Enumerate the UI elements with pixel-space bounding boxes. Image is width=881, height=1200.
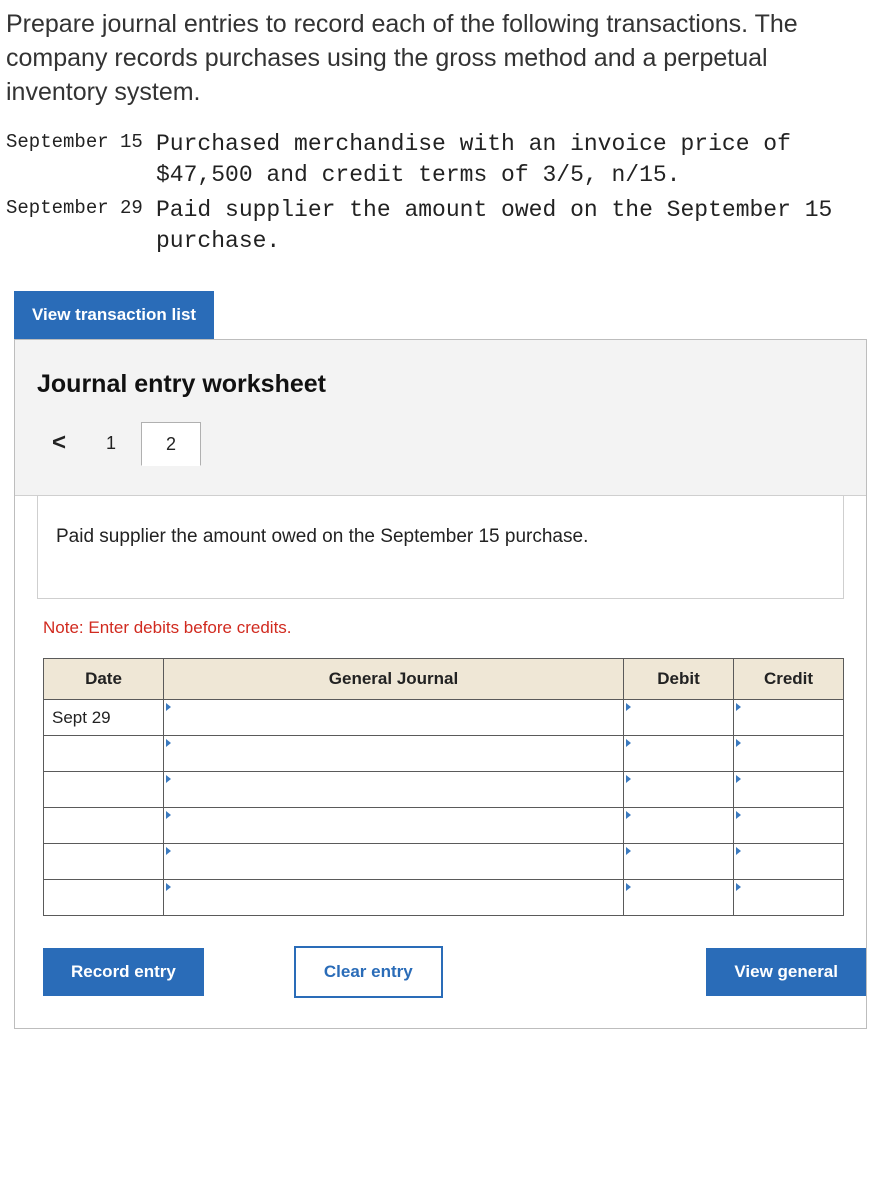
question-text: Paid supplier the amount owed on the Sep… xyxy=(38,496,843,598)
tab-content: Paid supplier the amount owed on the Sep… xyxy=(37,495,844,599)
action-row: Record entry Clear entry View general xyxy=(15,916,866,1028)
cell-credit[interactable] xyxy=(734,808,844,844)
view-general-button[interactable]: View general xyxy=(706,948,866,996)
cell-debit[interactable] xyxy=(624,808,734,844)
clear-entry-button[interactable]: Clear entry xyxy=(294,946,443,998)
cell-date[interactable] xyxy=(44,736,164,772)
transaction-list: September 15 Purchased merchandise with … xyxy=(0,129,881,281)
cell-date[interactable] xyxy=(44,880,164,916)
table-row xyxy=(44,736,844,772)
table-body: Sept 29 xyxy=(44,700,844,916)
instructions-text: Prepare journal entries to record each o… xyxy=(0,0,881,129)
col-header-date: Date xyxy=(44,659,164,700)
cell-account[interactable] xyxy=(164,700,624,736)
cell-credit[interactable] xyxy=(734,736,844,772)
cell-credit[interactable] xyxy=(734,772,844,808)
table-row xyxy=(44,808,844,844)
cell-account[interactable] xyxy=(164,772,624,808)
cell-date[interactable] xyxy=(44,772,164,808)
cell-debit[interactable] xyxy=(624,772,734,808)
cell-account[interactable] xyxy=(164,844,624,880)
tab-1[interactable]: 1 xyxy=(81,421,141,465)
col-header-general-journal: General Journal xyxy=(164,659,624,700)
cell-credit[interactable] xyxy=(734,844,844,880)
table-row xyxy=(44,844,844,880)
tab-row: < 1 2 xyxy=(37,421,844,465)
cell-credit[interactable] xyxy=(734,880,844,916)
cell-date[interactable] xyxy=(44,808,164,844)
view-transaction-list-button[interactable]: View transaction list xyxy=(14,291,214,339)
cell-credit[interactable] xyxy=(734,700,844,736)
transaction-desc: Paid supplier the amount owed on the Sep… xyxy=(156,195,875,257)
cell-account[interactable] xyxy=(164,880,624,916)
cell-date[interactable]: Sept 29 xyxy=(44,700,164,736)
col-header-debit: Debit xyxy=(624,659,734,700)
cell-date[interactable] xyxy=(44,844,164,880)
worksheet-header-panel: Journal entry worksheet < 1 2 xyxy=(15,340,866,496)
transaction-date: September 15 xyxy=(6,129,156,153)
col-header-credit: Credit xyxy=(734,659,844,700)
note-area: Note: Enter debits before credits. xyxy=(15,600,866,650)
transaction-row: September 29 Paid supplier the amount ow… xyxy=(6,195,875,257)
cell-debit[interactable] xyxy=(624,880,734,916)
table-row: Sept 29 xyxy=(44,700,844,736)
tab-prev-button[interactable]: < xyxy=(37,421,81,465)
note-text: Note: Enter debits before credits. xyxy=(43,618,292,637)
table-row xyxy=(44,772,844,808)
journal-entry-table: Date General Journal Debit Credit Sept 2… xyxy=(43,658,844,916)
cell-debit[interactable] xyxy=(624,700,734,736)
transaction-date: September 29 xyxy=(6,195,156,219)
table-header-row: Date General Journal Debit Credit xyxy=(44,659,844,700)
cell-account[interactable] xyxy=(164,808,624,844)
worksheet-frame: Journal entry worksheet < 1 2 Paid suppl… xyxy=(14,339,867,1029)
record-entry-button[interactable]: Record entry xyxy=(43,948,204,996)
transaction-desc: Purchased merchandise with an invoice pr… xyxy=(156,129,875,191)
transaction-row: September 15 Purchased merchandise with … xyxy=(6,129,875,191)
worksheet-title: Journal entry worksheet xyxy=(37,370,844,399)
cell-debit[interactable] xyxy=(624,736,734,772)
cell-debit[interactable] xyxy=(624,844,734,880)
tab-2[interactable]: 2 xyxy=(141,422,201,466)
cell-account[interactable] xyxy=(164,736,624,772)
table-row xyxy=(44,880,844,916)
